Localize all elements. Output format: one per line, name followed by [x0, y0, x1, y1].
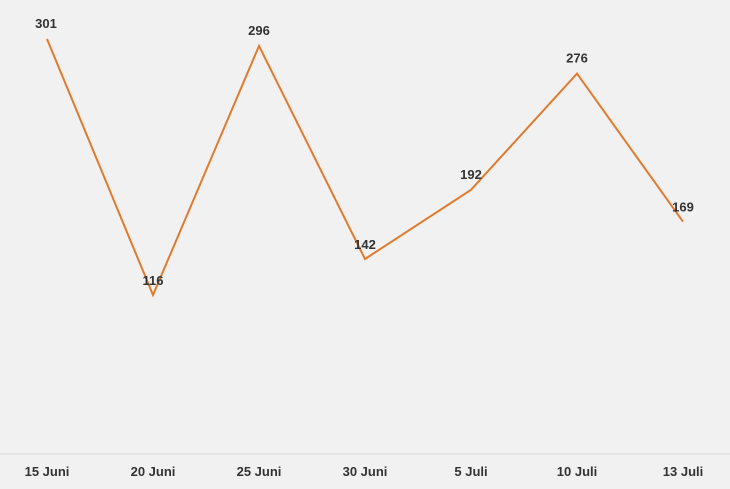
- data-label: 142: [354, 237, 376, 252]
- data-labels: 301 116 296 142 192 276 169: [35, 16, 694, 288]
- x-tick-label: 20 Juni: [131, 464, 176, 479]
- data-label: 276: [566, 51, 588, 66]
- data-label: 192: [460, 167, 482, 182]
- data-label: 301: [35, 16, 57, 31]
- data-label: 296: [248, 23, 270, 38]
- x-axis-tick-labels: 15 Juni 20 Juni 25 Juni 30 Juni 5 Juli 10 Jul…: [25, 464, 704, 479]
- x-tick-label: 5 Juli: [454, 464, 487, 479]
- x-tick-label: 30 Juni: [343, 464, 388, 479]
- x-tick-label: 13 Juli: [663, 464, 703, 479]
- x-tick-label: 10 Juli: [557, 464, 597, 479]
- data-label: 116: [143, 273, 164, 288]
- x-tick-label: 15 Juni: [25, 464, 70, 479]
- data-label: 169: [672, 200, 694, 215]
- series-line: [46, 38, 684, 298]
- x-tick-label: 25 Juni: [237, 464, 282, 479]
